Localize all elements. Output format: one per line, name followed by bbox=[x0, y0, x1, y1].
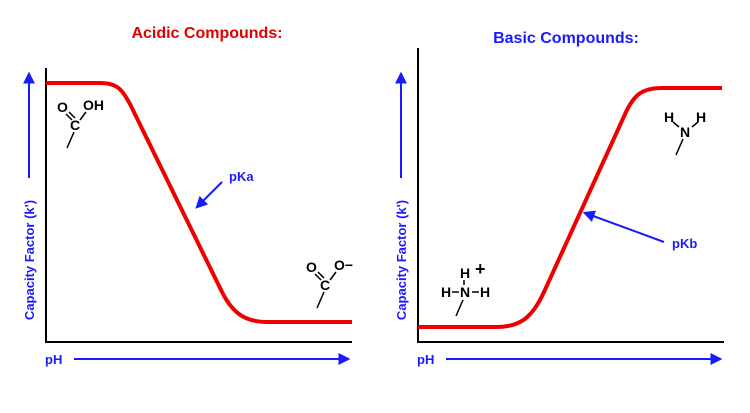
atom: O− bbox=[334, 257, 353, 273]
atom: C bbox=[70, 117, 80, 133]
atom: H bbox=[664, 109, 674, 125]
atom: + bbox=[475, 259, 486, 279]
atom: O bbox=[306, 259, 317, 275]
y-label: Capacity Factor (k') bbox=[22, 200, 37, 320]
acidic-panel: Acidic Compounds: Capacity Factor (k') p… bbox=[22, 25, 353, 367]
y-label: Capacity Factor (k') bbox=[394, 200, 409, 320]
basic-panel: Basic Compounds: Capacity Factor (k') pH… bbox=[394, 30, 724, 367]
atom: N bbox=[680, 124, 690, 140]
atom: N bbox=[460, 284, 470, 300]
structure: O O− C bbox=[306, 257, 353, 309]
panel-title: Acidic Compounds: bbox=[131, 25, 282, 42]
structure: H + H N H bbox=[441, 259, 490, 317]
x-label: pH bbox=[45, 352, 62, 367]
annotation-arrow bbox=[195, 181, 223, 209]
atom: H bbox=[696, 109, 706, 125]
atom: H bbox=[441, 284, 451, 300]
panel-title: Basic Compounds: bbox=[493, 30, 639, 47]
x-label: pH bbox=[417, 352, 434, 367]
atom: O bbox=[57, 99, 68, 115]
atom: C bbox=[320, 277, 330, 293]
atom: H bbox=[480, 284, 490, 300]
structure: O OH C bbox=[57, 97, 104, 149]
curve bbox=[418, 86, 722, 329]
annotation: pKa bbox=[229, 169, 254, 184]
atom: H bbox=[460, 265, 470, 281]
annotation: pKb bbox=[672, 236, 697, 251]
annotation-arrow bbox=[582, 210, 665, 243]
atom: OH bbox=[83, 97, 104, 113]
structure: H H N bbox=[664, 109, 706, 156]
curve bbox=[46, 81, 352, 324]
